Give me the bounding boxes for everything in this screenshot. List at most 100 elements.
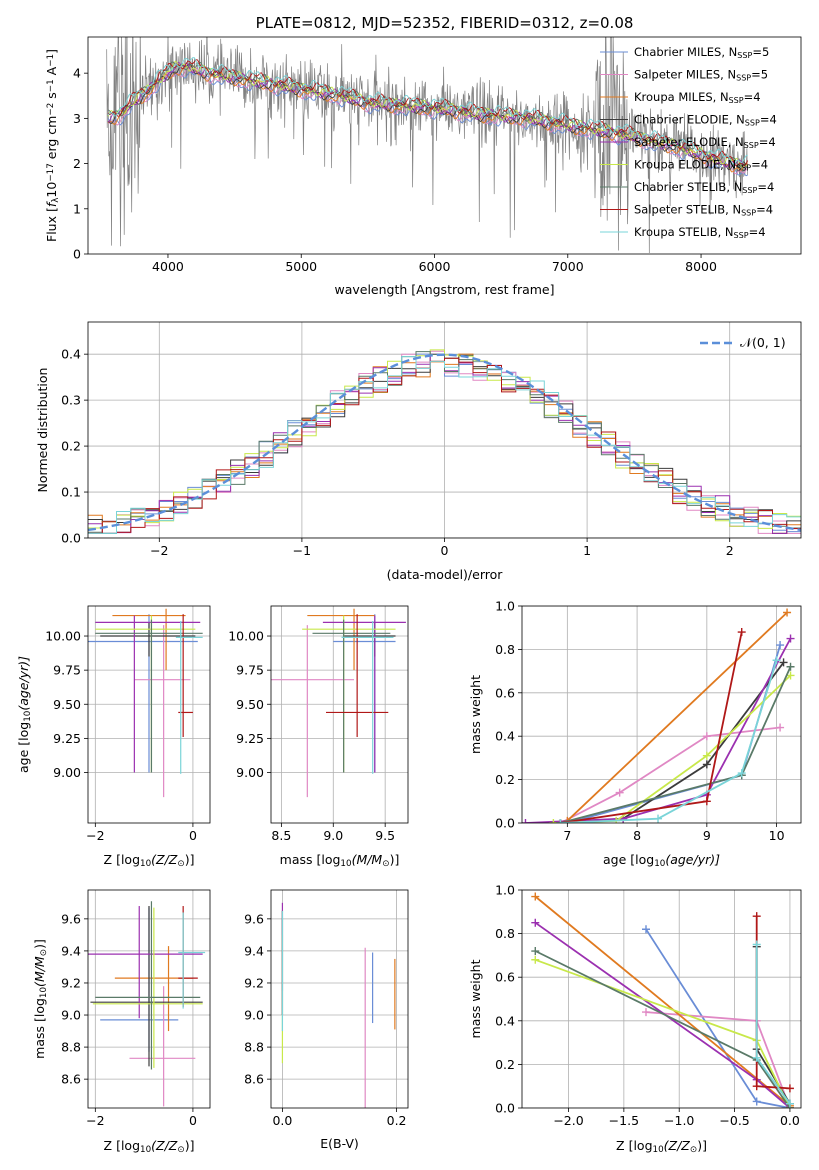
text-part: s	[44, 92, 59, 103]
text-part: )]	[185, 852, 195, 867]
weight-series	[642, 1008, 794, 1108]
axes-frame	[87, 36, 802, 255]
text-part: ⊙	[177, 859, 184, 869]
y-tick-label: 9.50	[236, 697, 264, 712]
legend-label: Kroupa STELIB, NSSP=4	[634, 225, 766, 240]
x-axis-label: Z [log10(Z/Z⊙)]	[616, 1138, 707, 1155]
axes-frame	[270, 889, 409, 1109]
axes-frame	[270, 605, 409, 824]
y-tick-label: 0.2	[61, 439, 81, 454]
series-line	[560, 611, 788, 823]
y-tick-label: 9.75	[236, 663, 264, 678]
plot-area	[88, 606, 210, 823]
text-part: Kroupa STELIB, N	[634, 225, 734, 239]
x-tick-label: 8.5	[271, 828, 291, 843]
text-part: ⊙	[177, 1145, 184, 1155]
series-line	[560, 666, 792, 823]
legend-label: Salpeter MILES, NSSP=5	[634, 68, 768, 83]
series-line	[567, 644, 781, 823]
text-part: Z [log	[104, 852, 140, 867]
x-tick-label: −1	[293, 543, 311, 558]
y-tick-label: 1	[73, 201, 81, 216]
y-tick-label: 0.0	[61, 531, 81, 546]
errorbar-point	[307, 608, 375, 671]
y-tick-label: 8.6	[244, 1072, 264, 1087]
legend-label: Kroupa MILES, NSSP=4	[634, 90, 761, 105]
text-part: Z [log	[104, 1138, 140, 1153]
y-axis-label: mass [log10(M/M⊙)]	[32, 939, 49, 1059]
y-tick-label: 8.6	[61, 1072, 81, 1087]
text-part: mass [log	[32, 998, 47, 1059]
series-marker	[786, 671, 795, 680]
series-marker	[737, 769, 746, 778]
x-tick-label: 9	[703, 828, 711, 843]
text-part: SSP	[736, 74, 751, 83]
series-marker	[642, 925, 650, 934]
y-tick-label: 9.0	[244, 1008, 264, 1023]
y-tick-label: 10.00	[228, 629, 264, 644]
x-tick-label: −1.5	[609, 1113, 639, 1128]
plot-area	[88, 890, 210, 1108]
y-tick-label: 9.0	[61, 1008, 81, 1023]
y-axis-label: Normed distribution	[35, 368, 50, 493]
text-part: SSP	[745, 119, 760, 128]
text-part: =5	[751, 68, 768, 82]
y-axis-label: mass weight	[468, 675, 483, 754]
errorbar-point	[341, 621, 394, 774]
errorbar-point	[175, 621, 203, 774]
series-marker	[531, 955, 540, 964]
histogram-series	[88, 353, 801, 534]
y-tick-label: 0	[73, 247, 81, 262]
text-part: −2	[46, 103, 56, 116]
normal-curve	[88, 353, 801, 532]
x-tick-label: 8	[633, 828, 641, 843]
y-axis-label: Flux [fλ10−17 erg cm−2 s−1 A−1]	[44, 49, 61, 242]
text-part: =4	[751, 158, 768, 172]
y-tick-label: 0.0	[495, 816, 515, 831]
text-part: (age/yr)]	[665, 852, 720, 867]
x-tick-label: −2	[86, 828, 104, 843]
x-tick-label: 0.0	[272, 1113, 292, 1128]
text-part: SSP	[744, 141, 759, 150]
series-marker	[522, 819, 530, 823]
series-line	[560, 631, 743, 823]
weight-series	[556, 656, 781, 823]
axes-frame	[521, 889, 802, 1109]
y-tick-label: 9.50	[53, 697, 81, 712]
text-part: Salpeter MILES, N	[634, 68, 736, 82]
x-axis-label: E(B-V)	[320, 1136, 359, 1151]
x-tick-label: 7	[563, 828, 571, 843]
x-tick-label: 0	[441, 543, 449, 558]
weight-series	[556, 658, 788, 823]
weight-series	[556, 662, 795, 823]
series-marker	[786, 634, 795, 643]
x-tick-label: −2	[86, 1113, 104, 1128]
y-tick-label: 9.75	[53, 663, 81, 678]
x-tick-label: 0.2	[387, 1113, 407, 1128]
y-tick-label: 0.4	[495, 729, 515, 744]
y-tick-label: 0.8	[495, 926, 515, 941]
series-marker	[556, 819, 565, 823]
y-tick-label: 0.8	[495, 642, 515, 657]
errorbar-point	[95, 619, 203, 773]
text-part: 10	[653, 1145, 664, 1155]
series-marker	[702, 732, 711, 741]
legend-label: Salpeter STELIB, NSSP=4	[634, 203, 773, 218]
text-part: Z [log	[616, 1138, 652, 1153]
text-part: (Z/Z	[151, 852, 178, 867]
x-tick-label: 4000	[152, 259, 184, 274]
plot-area	[522, 890, 801, 1108]
y-tick-label: 0.1	[61, 485, 81, 500]
x-tick-label: −1.0	[664, 1113, 694, 1128]
series-marker	[752, 1097, 761, 1106]
errorbar-point	[326, 614, 389, 738]
series-marker	[702, 760, 711, 769]
series-line	[559, 726, 781, 823]
plot-area	[522, 606, 801, 823]
series-marker	[786, 662, 795, 671]
text-part: 10	[44, 182, 59, 198]
text-part: =4	[757, 180, 774, 194]
x-tick-label: 6000	[419, 259, 451, 274]
x-tick-label: 2	[726, 543, 734, 558]
y-tick-label: 9.4	[61, 943, 81, 958]
